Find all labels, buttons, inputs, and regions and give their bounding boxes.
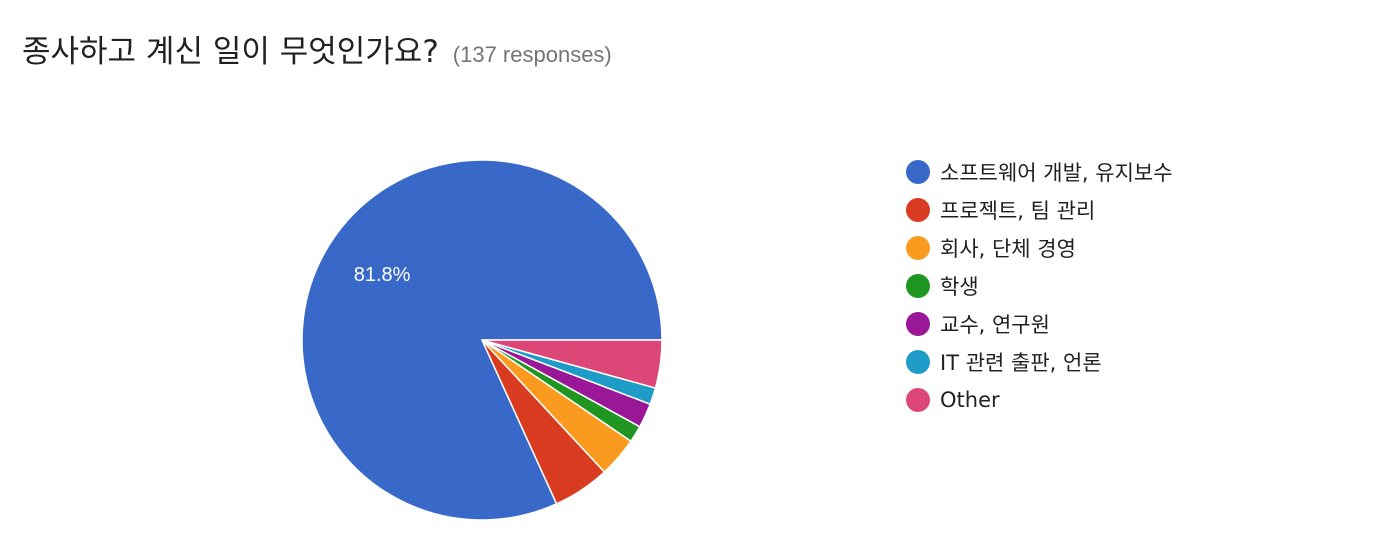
legend-item-0[interactable]: 소프트웨어 개발, 유지보수 — [906, 153, 1173, 191]
legend-label-0: 소프트웨어 개발, 유지보수 — [940, 161, 1173, 185]
legend-swatch-6 — [906, 388, 930, 412]
pie-slice-0[interactable] — [301, 159, 663, 521]
legend-swatch-5 — [906, 350, 930, 374]
legend-label-1: 프로젝트, 팀 관리 — [940, 199, 1096, 223]
legend-swatch-1 — [906, 198, 930, 222]
legend-swatch-3 — [906, 274, 930, 298]
legend-item-5[interactable]: IT 관련 출판, 언론 — [906, 343, 1173, 381]
legend-item-4[interactable]: 교수, 연구원 — [906, 305, 1173, 343]
pie-slice-6[interactable] — [481, 339, 663, 389]
legend-item-2[interactable]: 회사, 단체 경영 — [906, 229, 1173, 267]
legend-item-3[interactable]: 학생 — [906, 267, 1173, 305]
legend-swatch-0 — [906, 160, 930, 184]
legend-label-3: 학생 — [940, 275, 979, 299]
legend-label-6: Other — [940, 388, 1000, 412]
legend-item-1[interactable]: 프로젝트, 팀 관리 — [906, 191, 1173, 229]
legend-label-2: 회사, 단체 경영 — [940, 237, 1076, 261]
chart-title: 종사하고 계신 일이 무엇인가요? — [22, 34, 439, 70]
chart-header: 종사하고 계신 일이 무엇인가요? (137 responses) — [22, 26, 612, 71]
legend-item-6[interactable]: Other — [906, 381, 1173, 419]
pie-slice-label-0: 81.8% — [354, 264, 411, 286]
legend-swatch-4 — [906, 312, 930, 336]
legend-label-5: IT 관련 출판, 언론 — [940, 351, 1102, 375]
legend-swatch-2 — [906, 236, 930, 260]
response-count: (137 responses) — [452, 42, 612, 67]
legend-label-4: 교수, 연구원 — [940, 313, 1050, 337]
